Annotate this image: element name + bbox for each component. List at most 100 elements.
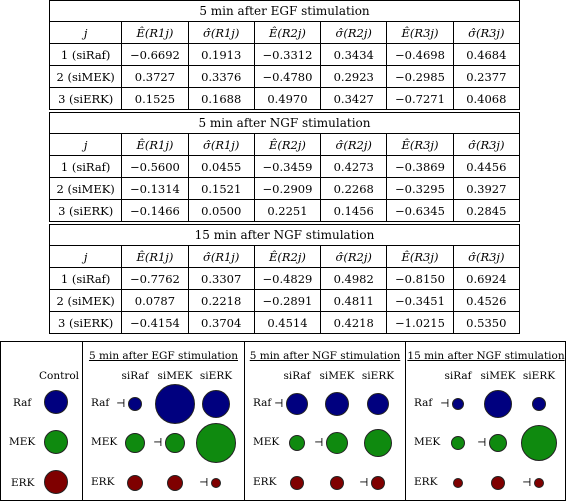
column-header: Ê(R3j) <box>386 21 454 44</box>
column-label: siMEK <box>157 370 193 382</box>
table-cell: 0.0455 <box>187 155 255 178</box>
column-label: siMEK <box>319 370 355 382</box>
subpanel-ngf-15min: 15 min after NGF stimulation siRaf siMEK s… <box>405 342 566 500</box>
table-row: 3 (siERK) 0.1525 0.1688 0.4970 0.3427 −0.7271… <box>48 87 521 110</box>
table-cell: 0.4982 <box>320 267 388 290</box>
column-header: σ̂(R3j) <box>452 245 521 268</box>
column-label: siRaf <box>121 370 149 382</box>
table-cell: 0.1521 <box>187 177 255 200</box>
table-cell: 0.5350 <box>452 311 521 334</box>
table-cell: −1.0215 <box>386 311 454 334</box>
row-label-mek: MEK <box>253 436 280 448</box>
table-cell: −0.7762 <box>121 267 189 290</box>
row-label-raf: Raf <box>414 397 433 409</box>
results-tables: 5 min after EGF stimulation j Ê(R1j) σ̂(R1j… <box>48 0 521 336</box>
table-cell: 0.2268 <box>320 177 388 200</box>
raf-circle <box>532 397 546 411</box>
row-label: 1 (siRaf) <box>48 267 123 290</box>
erk-circle <box>453 478 463 488</box>
table-row: 1 (siRaf) −0.6692 0.1913 −0.3312 0.3434 −0.46… <box>48 43 521 66</box>
row-label: 3 (siERK) <box>48 199 123 222</box>
erk-circle <box>534 478 544 488</box>
raf-circle <box>452 398 464 410</box>
table-cell: −0.3459 <box>253 155 322 178</box>
control-label: Control <box>39 370 80 382</box>
row-label: 1 (siRaf) <box>48 155 123 178</box>
table-cell: −0.2891 <box>253 289 322 312</box>
column-header: σ̂(R2j) <box>320 133 388 156</box>
row-label-mek: MEK <box>414 436 441 448</box>
erk-circle <box>371 476 385 490</box>
table-cell: −0.4154 <box>121 311 189 334</box>
table-cell: 0.3927 <box>452 177 521 200</box>
column-header: σ̂(R1j) <box>187 245 255 268</box>
table-cell: 0.1456 <box>320 199 388 222</box>
table-row: 2 (siMEK) −0.1314 0.1521 −0.2909 0.2268 −0.32… <box>48 177 521 200</box>
table-cell: 0.4218 <box>320 311 388 334</box>
row-label-raf: Raf <box>91 397 110 409</box>
table-cell: 0.4514 <box>253 311 322 334</box>
table-cell: 0.1688 <box>187 87 255 110</box>
table-cell: 0.6924 <box>452 267 521 290</box>
column-header: Ê(R3j) <box>386 133 454 156</box>
column-label: siRaf <box>283 370 311 382</box>
table-cell: −0.8150 <box>386 267 454 290</box>
table-cell: −0.7271 <box>386 87 454 110</box>
column-header: Ê(R1j) <box>121 21 189 44</box>
erk-circle <box>330 476 344 490</box>
subpanel-egf-5min: 5 min after EGF stimulation siRaf siMEK si… <box>82 342 244 500</box>
row-label-mek: MEK <box>91 436 118 448</box>
table-title: 15 min after NGF stimulation <box>49 224 520 246</box>
raf-circle <box>367 393 389 415</box>
table-cell: 0.4970 <box>253 87 322 110</box>
table-cell: 0.2218 <box>187 289 255 312</box>
raf-circle <box>202 390 230 418</box>
table-row: 2 (siMEK) 0.0787 0.2218 −0.2891 0.4811 −0.345… <box>48 289 521 312</box>
table-row: 3 (siERK) −0.4154 0.3704 0.4514 0.4218 −1.021… <box>48 311 521 334</box>
table-cell: 0.1913 <box>187 43 255 66</box>
table-cell: −0.4780 <box>253 65 322 88</box>
raf-circle <box>484 390 512 418</box>
mek-circle <box>196 423 236 463</box>
row-label-erk: ERK <box>253 476 277 488</box>
table-cell: 0.0787 <box>121 289 189 312</box>
table-cell: −0.5600 <box>121 155 189 178</box>
control-subpanel: Control Raf MEK ERK <box>1 342 82 500</box>
table-cell: 0.2377 <box>452 65 521 88</box>
control-raf-circle <box>44 390 68 414</box>
raf-circle <box>155 384 195 424</box>
column-header: σ̂(R2j) <box>320 21 388 44</box>
column-label: siMEK <box>480 370 516 382</box>
column-header: Ê(R2j) <box>253 133 322 156</box>
table-cell: −0.6692 <box>121 43 189 66</box>
inhibition-icon: ⊣ <box>314 436 324 449</box>
inhibition-icon: ⊣ <box>274 397 284 410</box>
column-header: Ê(R3j) <box>386 245 454 268</box>
mek-circle <box>451 436 465 450</box>
table-cell: 0.3704 <box>187 311 255 334</box>
table-cell: 0.3376 <box>187 65 255 88</box>
table-cell: 0.4526 <box>452 289 521 312</box>
row-label: 2 (siMEK) <box>48 65 123 88</box>
table-cell: 0.4684 <box>452 43 521 66</box>
row-label: 3 (siERK) <box>48 87 123 110</box>
table-cell: 0.0500 <box>187 199 255 222</box>
subpanel-title: 5 min after NGF stimulation <box>249 350 401 362</box>
table-row: 1 (siRaf) −0.5600 0.0455 −0.3459 0.4273 −0.38… <box>48 155 521 178</box>
inhibition-icon: ⊣ <box>116 397 126 410</box>
row-label-raf: Raf <box>253 397 272 409</box>
raf-circle <box>128 397 142 411</box>
table-cell: 0.1525 <box>121 87 189 110</box>
table-cell: −0.2909 <box>253 177 322 200</box>
row-label: 1 (siRaf) <box>48 43 123 66</box>
table-cell: 0.4811 <box>320 289 388 312</box>
table-cell: −0.2985 <box>386 65 454 88</box>
row-label: 2 (siMEK) <box>48 177 123 200</box>
column-label: siERK <box>522 370 556 382</box>
erk-circle <box>290 476 304 490</box>
mek-circle <box>326 432 348 454</box>
table-cell: −0.4829 <box>253 267 322 290</box>
table-row: 3 (siERK) −0.1466 0.0500 0.2251 0.1456 −0.634… <box>48 199 521 222</box>
row-label: 3 (siERK) <box>48 311 123 334</box>
table-row: 1 (siRaf) −0.7762 0.3307 −0.4829 0.4982 −0.81… <box>48 267 521 290</box>
